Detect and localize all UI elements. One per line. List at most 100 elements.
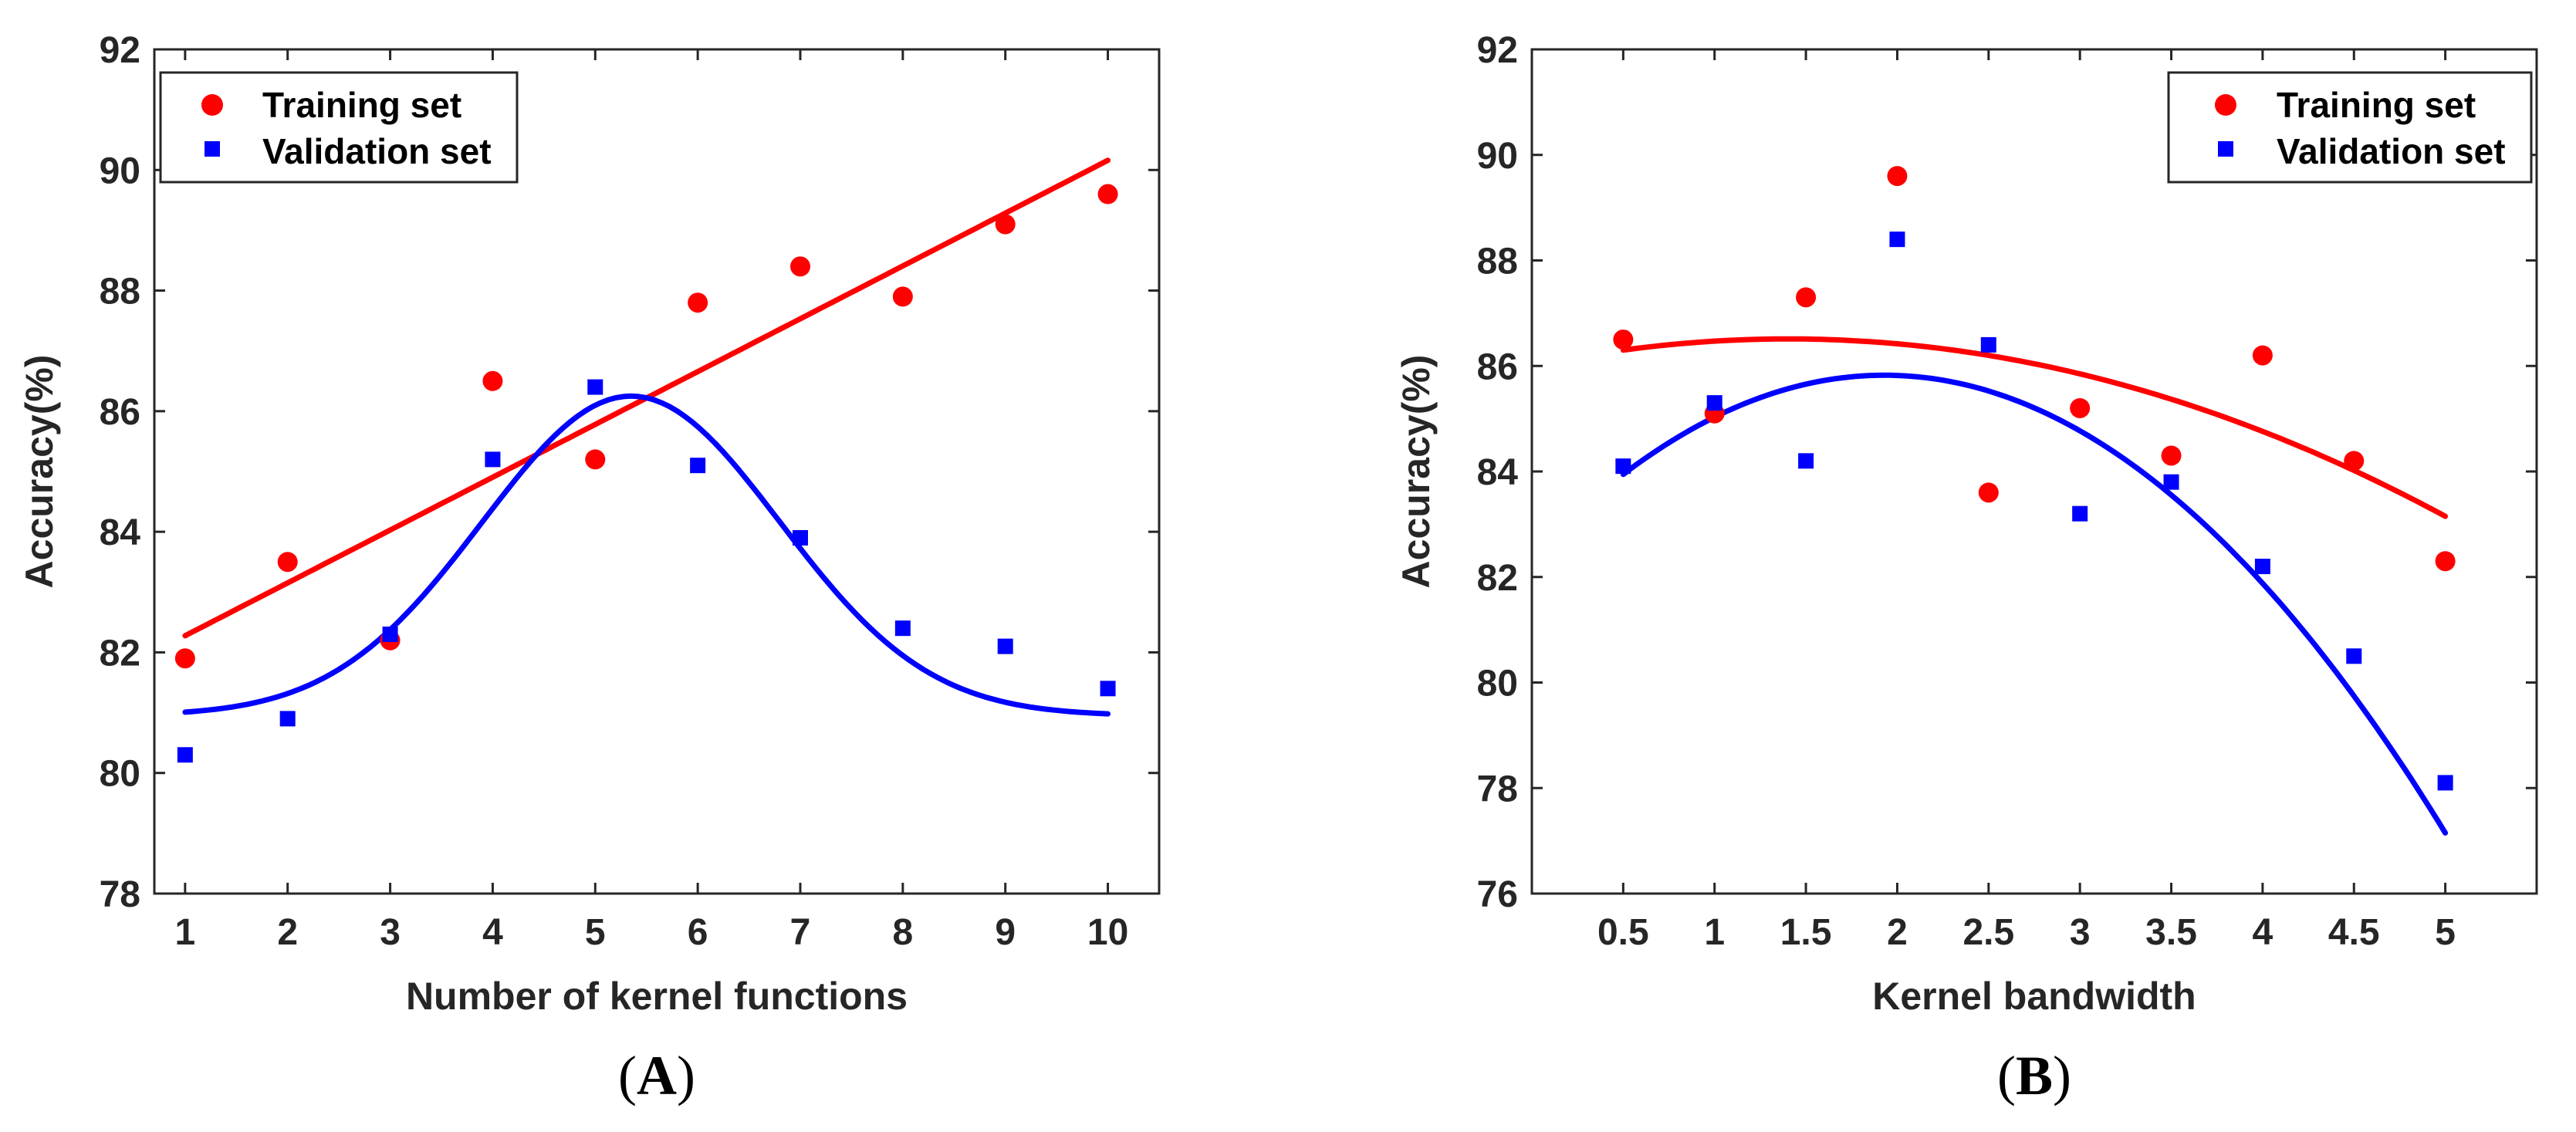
x-tick-label-a: 8 bbox=[893, 912, 914, 953]
legend-label-training-b: Training set bbox=[2277, 85, 2476, 125]
x-tick-label-a: 6 bbox=[688, 912, 708, 953]
x-tick-label-b: 1.5 bbox=[1780, 912, 1832, 953]
data-point-validation-b bbox=[1615, 458, 1631, 475]
y-tick-label-b: 78 bbox=[1477, 769, 1518, 809]
data-point-training-a bbox=[790, 256, 810, 277]
data-point-training-a bbox=[585, 449, 606, 470]
fit-lines-b bbox=[1620, 336, 2449, 836]
legend-label-validation-a: Validation set bbox=[262, 131, 492, 171]
legend-a: Training set Validation set bbox=[159, 71, 519, 184]
data-point-training-a bbox=[892, 286, 913, 307]
legend-marker-validation-b bbox=[2218, 141, 2233, 157]
data-points-a bbox=[174, 184, 1118, 763]
data-point-training-a bbox=[688, 292, 708, 313]
x-tick-label-b: 0.5 bbox=[1597, 912, 1649, 953]
data-point-validation-b bbox=[2437, 775, 2453, 791]
x-ticks-a: 1 2 3 4 5 6 7 8 9 10 bbox=[175, 49, 1128, 953]
x-tick-label-a: 10 bbox=[1087, 912, 1128, 953]
fit-line-validation-b bbox=[1620, 372, 2449, 836]
fit-lines-a bbox=[182, 157, 1111, 717]
data-point-validation-a bbox=[1100, 681, 1116, 697]
y-tick-label-a: 82 bbox=[100, 633, 140, 674]
fit-line-validation-a bbox=[182, 393, 1111, 717]
data-point-validation-a bbox=[793, 529, 808, 546]
legend-marker-training-a bbox=[201, 94, 223, 116]
x-tick-label-a: 2 bbox=[277, 912, 298, 953]
x-ticks-b: 0.5 1 1.5 2 2.5 3 3.5 4 4.5 5 bbox=[1597, 49, 2456, 953]
legend-box-a bbox=[159, 71, 519, 184]
x-tick-label-b: 2.5 bbox=[1962, 912, 2014, 953]
data-point-training-b bbox=[2070, 397, 2091, 418]
data-point-training-b bbox=[1887, 166, 1908, 187]
y-tick-label-a: 84 bbox=[100, 512, 141, 553]
x-tick-label-b: 1 bbox=[1704, 912, 1725, 953]
y-axis-label-b: Accuracy(%) bbox=[1394, 355, 1438, 589]
chart-panel-b: 0.5 1 1.5 2 2.5 3 3.5 4 4.5 5 767880828486889092 … bbox=[1394, 30, 2538, 1107]
data-point-validation-a bbox=[279, 711, 296, 727]
x-axis-label-b: Kernel bandwidth bbox=[1872, 975, 2196, 1018]
data-point-training-b bbox=[1978, 482, 1999, 503]
data-point-validation-b bbox=[1980, 336, 1996, 353]
x-tick-label-b: 5 bbox=[2435, 912, 2456, 953]
data-point-training-b bbox=[2161, 445, 2182, 466]
data-point-validation-b bbox=[1889, 231, 1905, 248]
x-tick-label-a: 3 bbox=[380, 912, 401, 953]
data-point-training-b bbox=[2435, 551, 2456, 572]
data-point-training-a bbox=[1097, 184, 1118, 204]
data-point-validation-b bbox=[2254, 559, 2270, 575]
x-tick-label-b: 2 bbox=[1887, 912, 1908, 953]
y-tick-label-b: 88 bbox=[1477, 242, 1518, 282]
plot-area-b bbox=[1530, 48, 2538, 895]
x-tick-label-a: 7 bbox=[790, 912, 811, 953]
y-tick-label-a: 86 bbox=[100, 392, 140, 433]
x-tick-label-a: 5 bbox=[585, 912, 606, 953]
data-point-training-a bbox=[995, 214, 1016, 235]
data-point-validation-a bbox=[997, 638, 1013, 654]
data-point-training-b bbox=[1796, 287, 1817, 308]
data-point-validation-a bbox=[485, 451, 501, 468]
x-tick-label-b: 4 bbox=[2253, 912, 2273, 953]
legend-marker-training-b bbox=[2215, 94, 2236, 116]
y-tick-label-a: 90 bbox=[100, 150, 140, 191]
x-axis-label-a: Number of kernel functions bbox=[406, 975, 908, 1018]
data-point-validation-b bbox=[2072, 505, 2088, 522]
y-tick-label-b: 92 bbox=[1477, 30, 1518, 71]
data-point-validation-a bbox=[894, 620, 911, 637]
y-ticks-b: 76 78 80 82 84 86 88 90 92 bbox=[1477, 30, 2537, 915]
data-point-training-a bbox=[174, 648, 195, 669]
y-tick-label-b: 86 bbox=[1477, 346, 1518, 387]
x-tick-label-b: 3.5 bbox=[2145, 912, 2197, 953]
y-tick-label-b: 84 bbox=[1477, 452, 1519, 493]
data-point-validation-b bbox=[1798, 453, 1814, 469]
y-tick-label-b: 90 bbox=[1477, 136, 1518, 177]
data-point-training-a bbox=[482, 370, 503, 391]
x-tick-label-b: 4.5 bbox=[2328, 912, 2380, 953]
legend-box-b bbox=[2167, 71, 2533, 184]
plot-area-a bbox=[153, 48, 1161, 895]
fit-line-training-b bbox=[1620, 336, 2449, 519]
y-ticks-a: 78 80 82 84 86 88 90 92 bbox=[100, 30, 1159, 915]
y-tick-label-b: 76 bbox=[1477, 874, 1518, 915]
y-tick-label-b: 80 bbox=[1477, 664, 1518, 705]
data-point-validation-a bbox=[587, 379, 603, 395]
data-point-validation-a bbox=[382, 626, 398, 642]
data-point-training-b bbox=[2252, 345, 2273, 366]
legend-label-validation-b: Validation set bbox=[2277, 131, 2506, 171]
legend-marker-validation-a bbox=[205, 141, 220, 157]
panel-label-b: (B) bbox=[1997, 1045, 2071, 1107]
legend-b: Training set Validation set bbox=[2167, 71, 2533, 184]
data-point-validation-a bbox=[690, 458, 706, 474]
y-tick-label-a: 80 bbox=[100, 754, 140, 795]
data-point-validation-b bbox=[1706, 395, 1722, 411]
data-point-validation-b bbox=[2163, 474, 2179, 490]
y-axis-label-a: Accuracy(%) bbox=[18, 355, 61, 589]
x-tick-label-a: 9 bbox=[995, 912, 1016, 953]
data-point-validation-b bbox=[2346, 648, 2362, 664]
legend-label-training-a: Training set bbox=[262, 85, 461, 125]
x-tick-label-b: 3 bbox=[2070, 912, 2091, 953]
data-points-b bbox=[1613, 166, 2456, 791]
x-tick-label-a: 1 bbox=[175, 912, 196, 953]
y-tick-label-a: 88 bbox=[100, 272, 140, 313]
